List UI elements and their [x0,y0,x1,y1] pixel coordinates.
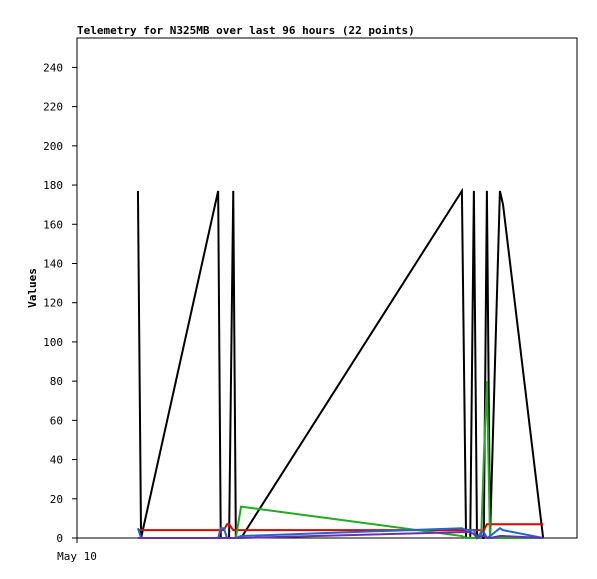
y-tick-label: 220 [43,101,63,114]
plot-frame [76,37,578,539]
y-tick-label: 200 [43,140,63,153]
y-tick-label: 140 [43,257,63,270]
y-tick-label: 20 [50,493,63,506]
y-tick-label: 160 [43,218,63,231]
y-tick-label: 100 [43,336,63,349]
y-tick-label: 180 [43,179,63,192]
chart-title: Telemetry for N325MB over last 96 hours … [77,24,415,37]
y-tick-label: 80 [50,375,63,388]
y-tick-label: 120 [43,297,63,310]
x-tick-label: May 10 [57,550,97,563]
y-tick-label: 60 [50,414,63,427]
y-tick-label: 0 [56,532,63,545]
series-line [137,531,544,540]
y-axis-label: Values [26,268,39,308]
y-tick-label: 240 [43,61,63,74]
y-tick-label: 40 [50,454,63,467]
